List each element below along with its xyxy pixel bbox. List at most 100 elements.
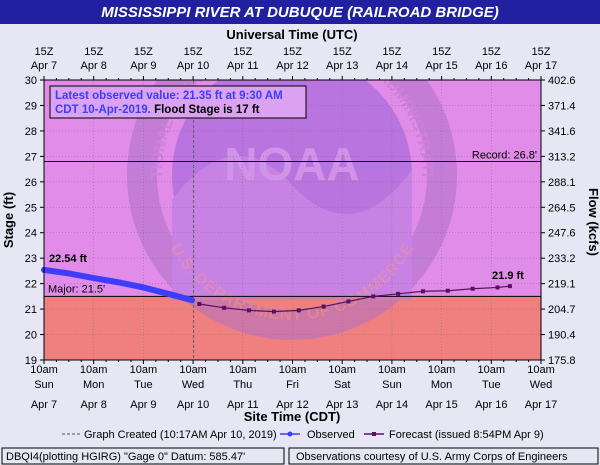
observed-point bbox=[165, 291, 171, 297]
cdt-tick-day: Mon bbox=[83, 379, 104, 391]
flow-tick-label: 371.4 bbox=[548, 100, 576, 112]
cdt-tick-time: 10am bbox=[130, 364, 158, 376]
y-tick-label: 22 bbox=[25, 279, 37, 291]
cdt-tick-date: Apr 10 bbox=[177, 399, 209, 411]
y-tick-label: 19 bbox=[25, 355, 37, 367]
legend-created-label: Graph Created (10:17AM Apr 10, 2019) bbox=[84, 429, 277, 441]
utc-tick-date: Apr 12 bbox=[276, 60, 308, 72]
forecast-point bbox=[445, 288, 450, 293]
utc-tick-time: 15Z bbox=[184, 46, 203, 58]
utc-tick-time: 15Z bbox=[233, 46, 252, 58]
utc-tick-date: Apr 15 bbox=[425, 60, 457, 72]
utc-tick-date: Apr 13 bbox=[326, 60, 358, 72]
forecast-point bbox=[507, 284, 512, 289]
footer-left-box bbox=[1, 447, 285, 465]
flow-tick-label: 341.6 bbox=[548, 126, 576, 138]
axis-ticks: 19 20 21 22 23 24 25 26 27 28 29 30 175.8 190.4 204.7 2… bbox=[25, 46, 576, 411]
utc-tick-date: Apr 16 bbox=[475, 60, 507, 72]
forecast-point bbox=[271, 309, 276, 314]
cdt-tick-time: 10am bbox=[30, 364, 58, 376]
flow-tick-label: 264.5 bbox=[548, 202, 576, 214]
cdt-tick-day: Tue bbox=[482, 379, 501, 391]
cdt-tick-time: 10am bbox=[229, 364, 257, 376]
y-tick-label: 21 bbox=[25, 304, 37, 316]
threshold-label-record: Record: 26.8' bbox=[472, 149, 537, 161]
latest-value-box: Latest observed value: 21.35 ft at 9:30 … bbox=[49, 85, 307, 119]
utc-tick-time: 15Z bbox=[35, 46, 54, 58]
utc-tick-time: 15Z bbox=[134, 46, 153, 58]
forecast-point bbox=[396, 291, 401, 296]
forecast-point bbox=[222, 305, 227, 310]
cdt-tick-day: Sat bbox=[334, 379, 351, 391]
forecast-point bbox=[296, 308, 301, 313]
cdt-tick-time: 10am bbox=[428, 364, 456, 376]
cdt-tick-day: Sun bbox=[34, 379, 54, 391]
forecast-end-label: 21.9 ft bbox=[492, 270, 524, 282]
utc-tick-time: 15Z bbox=[532, 46, 551, 58]
bottom-axis-title: Site Time (CDT) bbox=[244, 409, 341, 424]
forecast-point bbox=[321, 304, 326, 309]
cdt-tick-time: 10am bbox=[328, 364, 356, 376]
flow-tick-label: 247.6 bbox=[548, 228, 576, 240]
cdt-tick-day: Fri bbox=[286, 379, 299, 391]
observed-start-label: 22.54 ft bbox=[49, 253, 87, 265]
series-layer: 22.54 ft 21.9 ft bbox=[41, 80, 524, 360]
legend: Graph Created (10:17AM Apr 10, 2019) Obs… bbox=[62, 429, 544, 441]
utc-tick-time: 15Z bbox=[84, 46, 103, 58]
y-tick-label: 29 bbox=[25, 100, 37, 112]
flow-tick-label: 219.1 bbox=[548, 279, 576, 291]
utc-tick-date: Apr 11 bbox=[227, 60, 259, 72]
utc-tick-date: Apr 7 bbox=[31, 60, 57, 72]
threshold-label-major: Major: 21.5' bbox=[48, 283, 105, 295]
y-tick-label: 24 bbox=[25, 228, 37, 240]
y-tick-label: 28 bbox=[25, 126, 37, 138]
forecast-point bbox=[371, 294, 376, 299]
forecast-point bbox=[247, 308, 252, 313]
cdt-tick-time: 10am bbox=[378, 364, 406, 376]
legend-forecast-marker bbox=[372, 432, 376, 436]
observed-point bbox=[91, 275, 97, 281]
cdt-tick-day: Thu bbox=[233, 379, 252, 391]
utc-tick-date: Apr 9 bbox=[130, 60, 156, 72]
flow-tick-label: 313.2 bbox=[548, 151, 576, 163]
threshold-lines: Record: 26.8' Major: 21.5' bbox=[44, 149, 541, 297]
utc-tick-date: Apr 8 bbox=[81, 60, 107, 72]
cdt-tick-day: Wed bbox=[182, 379, 204, 391]
forecast-line bbox=[199, 285, 510, 313]
forecast-point bbox=[470, 286, 475, 291]
observed-point bbox=[189, 297, 195, 303]
utc-tick-date: Apr 14 bbox=[376, 60, 408, 72]
cdt-tick-time: 10am bbox=[80, 364, 108, 376]
y-tick-label: 30 bbox=[25, 75, 37, 87]
utc-tick-time: 15Z bbox=[482, 46, 501, 58]
forecast-point bbox=[495, 285, 500, 290]
y-tick-label: 25 bbox=[25, 202, 37, 214]
flow-tick-label: 288.1 bbox=[548, 177, 576, 189]
utc-tick-time: 15Z bbox=[283, 46, 302, 58]
cdt-tick-date: Apr 7 bbox=[31, 399, 57, 411]
cdt-tick-day: Mon bbox=[431, 379, 452, 391]
watermark-letters: NOAA bbox=[224, 138, 359, 190]
utc-tick-date: Apr 17 bbox=[525, 60, 557, 72]
forecast-point bbox=[346, 299, 351, 304]
cdt-tick-date: Apr 15 bbox=[425, 399, 457, 411]
cdt-tick-time: 10am bbox=[478, 364, 506, 376]
flow-tick-label: 190.4 bbox=[548, 330, 576, 342]
cdt-tick-date: Apr 16 bbox=[475, 399, 507, 411]
y-tick-label: 27 bbox=[25, 151, 37, 163]
observed-point bbox=[140, 284, 146, 290]
legend-observed-marker bbox=[287, 431, 293, 437]
left-axis-title: Stage (ft) bbox=[1, 192, 16, 248]
legend-forecast-label: Forecast (issued 8:54PM Apr 9) bbox=[389, 429, 544, 441]
forecast-point bbox=[197, 302, 202, 306]
cdt-tick-date: Apr 13 bbox=[326, 399, 358, 411]
observed-point bbox=[66, 270, 72, 276]
y-tick-label: 20 bbox=[25, 330, 37, 342]
utc-tick-time: 15Z bbox=[432, 46, 451, 58]
top-axis-title: Universal Time (UTC) bbox=[226, 27, 357, 42]
cdt-tick-date: Apr 17 bbox=[525, 399, 557, 411]
title-bar bbox=[0, 0, 600, 24]
utc-tick-time: 15Z bbox=[333, 46, 352, 58]
cdt-tick-date: Apr 8 bbox=[81, 399, 107, 411]
